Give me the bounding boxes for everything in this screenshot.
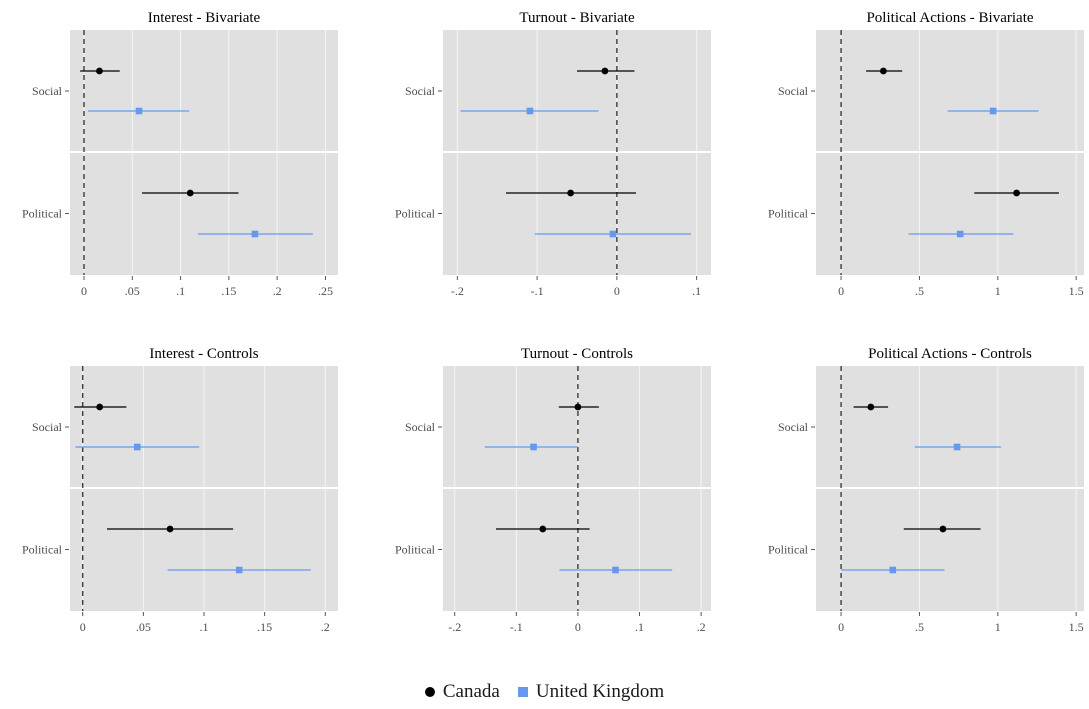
- category-label-political: Political: [22, 207, 63, 221]
- panel-title: Political Actions - Bivariate: [866, 10, 1033, 26]
- x-tick-label: .2: [697, 620, 706, 634]
- panel-interest-bivariate: Interest - Bivariate Social Political 0 .05.…: [22, 10, 338, 298]
- united-kingdom-political-point: [609, 230, 617, 238]
- canada-political-point: [539, 525, 547, 533]
- united-kingdom-political-point: [612, 566, 619, 574]
- x-tick-label: 1: [995, 620, 1001, 634]
- x-tick-label: .15: [257, 620, 272, 634]
- x-tick-label: .1: [176, 284, 185, 298]
- panel-title: Political Actions - Controls: [868, 346, 1032, 362]
- x-tick-label: -.2: [448, 620, 461, 634]
- united-kingdom-social-point: [953, 443, 961, 451]
- canada-political-point: [1013, 189, 1021, 197]
- category-label-political: Political: [395, 543, 436, 557]
- x-tick-label: .1: [692, 284, 701, 298]
- canada-social-point: [867, 403, 875, 411]
- x-tick-label: 1.5: [1069, 284, 1084, 298]
- panel-title: Turnout - Bivariate: [519, 10, 635, 26]
- x-tick-label: 0: [838, 284, 844, 298]
- x-tick-label: -.2: [451, 284, 464, 298]
- category-label-social: Social: [405, 420, 436, 434]
- panel-political-actions-bivariate: Political Actions - Bivariate Social Polit…: [768, 10, 1084, 298]
- category-label-political: Political: [395, 207, 436, 221]
- legend: Canada United Kingdom: [0, 676, 1089, 708]
- canada-social-point: [574, 403, 582, 411]
- x-tick-label: 0: [575, 620, 581, 634]
- legend-label-united-kingdom: United Kingdom: [535, 681, 665, 702]
- category-label-political: Political: [768, 543, 809, 557]
- legend-label-canada: Canada: [442, 681, 500, 702]
- category-label-social: Social: [32, 420, 63, 434]
- canada-social-point: [96, 403, 104, 411]
- panel-turnout-controls: Turnout - Controls Social Political -.2 -.1 0…: [395, 346, 711, 634]
- canada-political-point: [567, 189, 575, 197]
- legend-item-canada: Canada: [424, 681, 500, 703]
- united-kingdom-social-point: [989, 107, 997, 115]
- x-tick-label: 1.5: [1069, 620, 1084, 634]
- united-kingdom-social-point: [526, 107, 534, 115]
- united-kingdom-political-point: [251, 230, 259, 238]
- canada-political-point: [186, 189, 194, 197]
- panel-title: Interest - Controls: [149, 346, 258, 362]
- x-tick-label: -.1: [531, 284, 544, 298]
- x-tick-label: .2: [321, 620, 330, 634]
- x-tick-label: 1: [995, 284, 1001, 298]
- canada-social-point: [601, 67, 609, 75]
- x-tick-label: 0: [80, 620, 86, 634]
- united-kingdom-social-point: [135, 107, 143, 115]
- x-tick-label: .1: [635, 620, 644, 634]
- united-kingdom-social-point: [530, 443, 537, 451]
- legend-item-united-kingdom: United Kingdom: [517, 681, 665, 703]
- x-tick-label: 0: [614, 284, 620, 298]
- panel-interest-controls: Interest - Controls Social Political 0 .05 .1…: [22, 346, 338, 634]
- x-tick-label: 0: [81, 284, 87, 298]
- panel-title: Turnout - Controls: [521, 346, 633, 362]
- united-kingdom-social-point: [134, 443, 141, 451]
- panel-political-actions-controls: Political Actions - Controls Social Politi…: [768, 346, 1084, 634]
- canada-social-point: [96, 67, 103, 75]
- x-tick-label: -.1: [510, 620, 523, 634]
- category-label-social: Social: [778, 420, 809, 434]
- category-label-social: Social: [778, 84, 809, 98]
- category-label-social: Social: [405, 84, 436, 98]
- x-tick-label: .15: [221, 284, 236, 298]
- coefficient-plot-figure: Interest - Bivariate Social Political 0 .05.…: [22, 10, 1084, 634]
- united-kingdom-political-point: [889, 566, 897, 574]
- canada-marker-icon: [424, 687, 435, 697]
- x-tick-label: .05: [136, 620, 151, 634]
- united-kingdom-political-point: [235, 566, 243, 574]
- category-label-social: Social: [32, 84, 63, 98]
- x-tick-label: .5: [915, 620, 924, 634]
- x-tick-label: .5: [915, 284, 924, 298]
- x-tick-label: .1: [200, 620, 209, 634]
- panel-title: Interest - Bivariate: [148, 10, 261, 26]
- x-tick-label: .2: [273, 284, 282, 298]
- canada-political-point: [939, 525, 947, 533]
- panel-turnout-bivariate: Turnout - Bivariate Social Political -.2 -.1…: [395, 10, 711, 298]
- united-kingdom-political-point: [956, 230, 964, 238]
- canada-social-point: [879, 67, 887, 75]
- united-kingdom-marker-icon: [517, 687, 528, 697]
- x-tick-label: 0: [838, 620, 844, 634]
- category-label-political: Political: [22, 543, 63, 557]
- x-tick-label: .05: [125, 284, 140, 298]
- category-label-political: Political: [768, 207, 809, 221]
- x-tick-label: .25: [318, 284, 333, 298]
- canada-political-point: [166, 525, 174, 533]
